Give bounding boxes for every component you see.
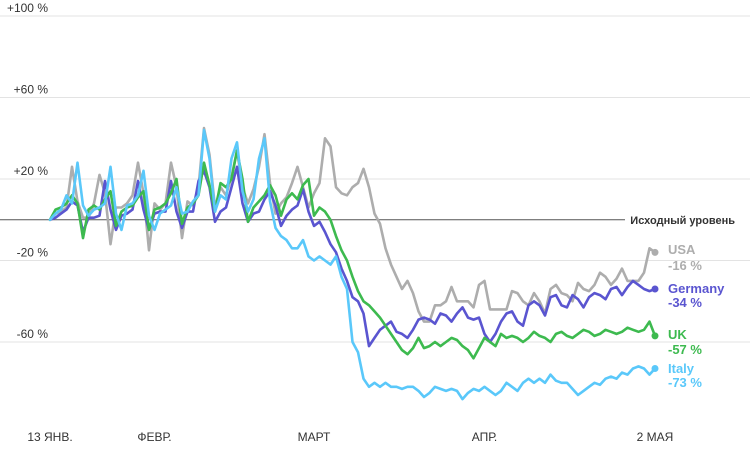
series-name-usa: USA (668, 242, 696, 257)
x-tick-label: 13 ЯНВ. (27, 430, 72, 444)
series-value-germany: -34 % (668, 295, 702, 310)
x-tick-label: МАРТ (298, 430, 331, 444)
series-lines (48, 126, 659, 401)
baseline-label: Исходный уровень (630, 215, 735, 227)
y-tick-label: +100 % (7, 1, 48, 15)
series-end-labels: USA-16 % Germany-34 % UK-57 % Italy-73 % (668, 242, 725, 390)
series-end-marker-italy (651, 364, 659, 372)
grid-lines (0, 15, 750, 343)
x-tick-label: ФЕВР. (137, 430, 171, 444)
x-tick-label: АПР. (472, 430, 498, 444)
baseline: Исходный уровень (0, 215, 735, 227)
series-end-marker-uk (651, 332, 659, 340)
series-name-italy: Italy (668, 361, 695, 376)
x-axis-ticks: 13 ЯНВ. ФЕВР. МАРТ АПР. 2 МАЯ (27, 430, 673, 444)
y-tick-label: +20 % (14, 164, 49, 178)
series-end-marker-germany (651, 285, 659, 293)
series-value-italy: -73 % (668, 375, 702, 390)
y-tick-label: -60 % (17, 327, 49, 341)
series-value-usa: -16 % (668, 258, 702, 273)
y-tick-label: -20 % (17, 246, 49, 260)
series-line-usa (48, 126, 657, 323)
series-name-germany: Germany (668, 281, 725, 296)
y-tick-label: +60 % (14, 83, 49, 97)
x-tick-label: 2 МАЯ (637, 430, 674, 444)
y-axis-ticks: +100 % +60 % +20 % -20 % -60 % (7, 1, 48, 341)
series-name-uk: UK (668, 327, 687, 342)
series-end-marker-usa (651, 248, 659, 256)
series-value-uk: -57 % (668, 342, 702, 357)
series-line-italy (48, 128, 657, 401)
